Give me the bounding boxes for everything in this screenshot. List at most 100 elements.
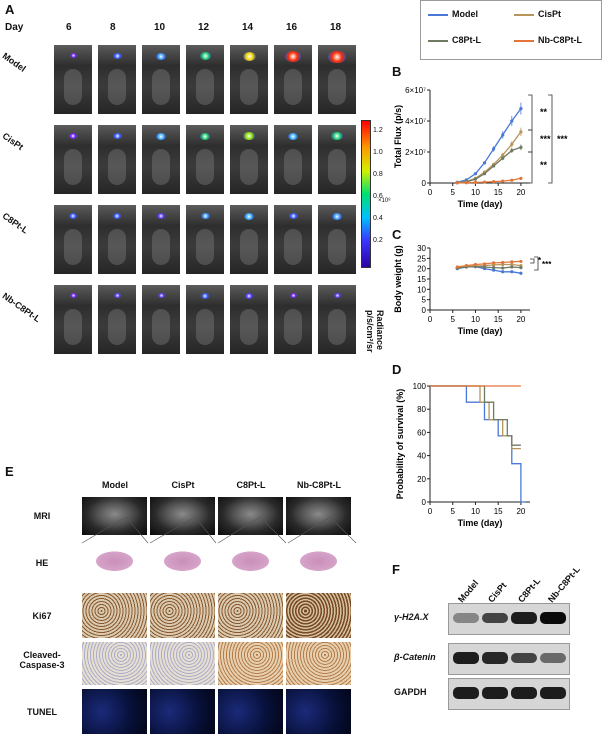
- data-point: [519, 266, 523, 270]
- series-line: [457, 108, 522, 183]
- x-tick-label: 5: [451, 188, 456, 197]
- bioluminescence-spot: [69, 133, 77, 139]
- significance-bracket: [528, 94, 533, 131]
- colorbar-tick-label: 0.8: [373, 171, 383, 178]
- significance-bracket: [548, 94, 553, 184]
- blot-strip: [448, 678, 570, 710]
- he-zoom-lines: [81, 516, 357, 544]
- band-label: γ-H2A.X: [394, 612, 429, 622]
- histology-image: [150, 642, 215, 685]
- x-tick-label: 10: [471, 507, 480, 516]
- legend-label: Model: [452, 9, 478, 19]
- significance-stars: ***: [542, 260, 552, 269]
- lane-label: CisPt: [486, 580, 509, 605]
- bioluminescence-spot: [328, 50, 346, 64]
- y-tick-label: 60: [417, 428, 426, 437]
- band-label: β-Catenin: [394, 652, 436, 662]
- histology-image: [150, 593, 215, 638]
- lane-label: C8Pt-L: [516, 575, 543, 605]
- histology-image: [218, 642, 283, 685]
- day-tick-label: 8: [110, 22, 116, 33]
- bioluminescence-spot: [288, 132, 298, 140]
- series-line: [457, 146, 522, 184]
- significance-stars: ***: [540, 134, 551, 144]
- blot-band: [482, 612, 508, 624]
- histology-image: [82, 593, 147, 638]
- mouse-image: [142, 285, 180, 354]
- y-tick-label: 5: [422, 296, 427, 305]
- y-axis-label: Total Flux (p/s): [393, 105, 403, 168]
- day-tick-label: 6: [66, 22, 72, 33]
- histology-image: [150, 545, 215, 581]
- x-tick-label: 5: [451, 507, 456, 516]
- bioluminescence-spot: [113, 293, 121, 299]
- mouse-image: [54, 285, 92, 354]
- mouse-image: [142, 205, 180, 274]
- band-label: GAPDH: [394, 687, 427, 697]
- colorbar-tick-label: 1.2: [373, 127, 383, 134]
- day-tick-label: 18: [330, 22, 342, 33]
- histology-row-label: TUNEL: [27, 706, 57, 717]
- bioluminescence-spot: [332, 212, 342, 220]
- bioluminescence-spot: [289, 293, 297, 299]
- data-point: [464, 263, 468, 268]
- mouse-image: [318, 205, 356, 274]
- legend-swatch: [428, 14, 448, 16]
- panel-b-letter: B: [392, 64, 402, 79]
- mouse-image: [230, 125, 268, 194]
- bioluminescence-spot: [200, 212, 210, 220]
- y-tick-label: 0: [422, 306, 427, 315]
- mouse-image: [318, 285, 356, 354]
- histology-image: [82, 689, 147, 734]
- y-tick-label: 0: [422, 179, 427, 188]
- data-point: [473, 172, 478, 176]
- x-axis-label: Time (day): [458, 326, 503, 336]
- series-line: [430, 385, 521, 446]
- bioluminescence-spot: [156, 132, 166, 140]
- y-tick-label: 10: [417, 285, 426, 294]
- colorbar-unit-text: p/s/cm²/sr: [365, 310, 375, 353]
- mouse-image: [274, 285, 312, 354]
- histology-image: [218, 689, 283, 734]
- blot-band: [482, 687, 508, 699]
- x-tick-label: 10: [471, 188, 480, 197]
- bioluminescence-spot: [245, 293, 253, 299]
- bioluminescence-spot: [242, 51, 256, 61]
- y-tick-label: 25: [417, 254, 426, 263]
- series-line: [430, 385, 521, 450]
- blot-band: [540, 687, 566, 699]
- y-tick-label: 40: [417, 452, 426, 461]
- bioluminescence-spot: [69, 293, 77, 299]
- blot-strip: [448, 643, 570, 675]
- blot-band: [482, 652, 508, 664]
- data-point: [519, 271, 523, 275]
- mouse-image: [186, 285, 224, 354]
- bioluminescence-spot: [112, 132, 122, 140]
- significance-bracket: [528, 151, 533, 184]
- colorbar-title-text: Radiance: [375, 310, 385, 351]
- bioluminescence-spot: [156, 52, 166, 60]
- mouse-image: [142, 125, 180, 194]
- bioluminescence-spot: [244, 212, 254, 220]
- histology-column-label: C8Pt-L: [236, 480, 266, 490]
- histology-column-label: Nb-C8Pt-L: [297, 480, 341, 490]
- legend-label: Nb-C8Pt-L: [538, 35, 582, 45]
- bioluminescence-spot: [157, 213, 165, 219]
- mouse-image: [186, 205, 224, 274]
- survival-chart: 0 5 10 15 20 0 20 40 60 80 100 Time (day) Probabilit…: [395, 382, 530, 528]
- colorbar-title: Radiance p/s/cm²/sr: [365, 310, 385, 353]
- histology-image: [286, 689, 351, 734]
- histology-row-label: MRI: [33, 511, 51, 521]
- data-point: [510, 260, 514, 264]
- y-tick-label: 30: [417, 244, 426, 253]
- bioluminescence-spot: [69, 213, 77, 219]
- day-tick-label: 12: [198, 22, 210, 33]
- data-point: [501, 266, 505, 270]
- data-point: [473, 177, 478, 181]
- significance-stars: **: [540, 160, 548, 170]
- x-tick-label: 0: [428, 315, 433, 324]
- mouse-image: [142, 45, 180, 114]
- panel-d-letter: D: [392, 362, 402, 377]
- y-axis-label: Body weight (g): [393, 245, 403, 313]
